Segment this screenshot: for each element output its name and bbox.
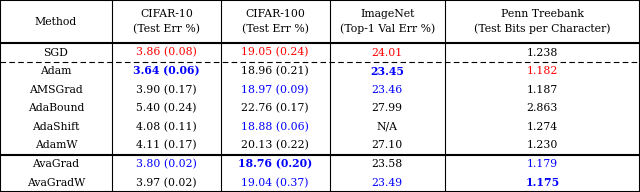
Text: 1.182: 1.182 [527,66,558,76]
Text: 1.238: 1.238 [527,47,558,57]
Text: Method: Method [35,17,77,27]
Text: 23.49: 23.49 [372,178,403,188]
Text: 23.58: 23.58 [372,159,403,169]
Text: CIFAR-10: CIFAR-10 [140,9,193,19]
Text: 1.179: 1.179 [527,159,558,169]
Text: Adam: Adam [40,66,72,76]
Text: 5.40 (0.24): 5.40 (0.24) [136,103,196,113]
Text: 27.99: 27.99 [372,103,403,113]
Text: Penn Treebank: Penn Treebank [501,9,584,19]
Text: 27.10: 27.10 [372,141,403,151]
Text: AMSGrad: AMSGrad [29,85,83,95]
Text: 18.88 (0.06): 18.88 (0.06) [241,122,309,132]
Text: 3.97 (0.02): 3.97 (0.02) [136,178,196,188]
Text: 3.80 (0.02): 3.80 (0.02) [136,159,197,169]
Text: 4.08 (0.11): 4.08 (0.11) [136,122,196,132]
Text: SGD: SGD [44,47,68,57]
Text: (Test Bits per Character): (Test Bits per Character) [474,24,611,34]
Text: 3.64 (0.06): 3.64 (0.06) [133,66,200,77]
Text: 18.97 (0.09): 18.97 (0.09) [241,84,309,95]
Text: 22.76 (0.17): 22.76 (0.17) [241,103,309,113]
Text: 4.11 (0.17): 4.11 (0.17) [136,140,196,151]
Text: 3.86 (0.08): 3.86 (0.08) [136,47,197,58]
Text: 23.46: 23.46 [372,85,403,95]
Text: 1.175: 1.175 [525,177,559,188]
Text: 1.230: 1.230 [527,141,558,151]
Text: CIFAR-100: CIFAR-100 [245,9,305,19]
Text: 23.45: 23.45 [370,66,404,77]
Text: 2.863: 2.863 [527,103,558,113]
Text: AvaGradW: AvaGradW [27,178,85,188]
Text: AvaGrad: AvaGrad [33,159,79,169]
Text: 19.04 (0.37): 19.04 (0.37) [241,178,309,188]
Text: AdaBound: AdaBound [28,103,84,113]
Text: N/A: N/A [377,122,397,132]
Text: 18.76 (0.20): 18.76 (0.20) [238,159,312,170]
Text: 19.05 (0.24): 19.05 (0.24) [241,47,309,58]
Text: 1.187: 1.187 [527,85,558,95]
Text: 18.96 (0.21): 18.96 (0.21) [241,66,309,76]
Text: (Test Err %): (Test Err %) [242,24,308,34]
Text: AdamW: AdamW [35,141,77,151]
Text: 1.274: 1.274 [527,122,558,132]
Text: ImageNet: ImageNet [360,9,414,19]
Text: 3.90 (0.17): 3.90 (0.17) [136,84,196,95]
Text: (Test Err %): (Test Err %) [133,24,200,34]
Text: 24.01: 24.01 [372,47,403,57]
Text: (Top-1 Val Err %): (Top-1 Val Err %) [340,24,435,34]
Text: 20.13 (0.22): 20.13 (0.22) [241,140,309,151]
Text: AdaShift: AdaShift [32,122,80,132]
